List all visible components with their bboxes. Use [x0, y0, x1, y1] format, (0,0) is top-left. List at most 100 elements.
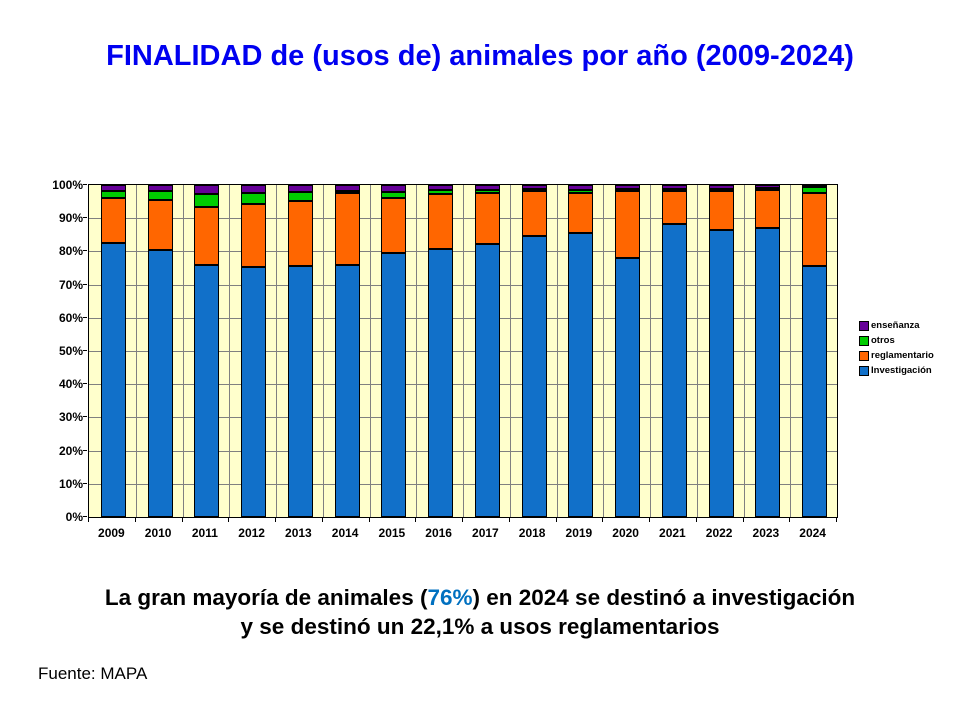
y-tick-label: 0%	[65, 510, 83, 524]
y-tick-label: 70%	[58, 277, 83, 292]
legend-swatch-icon	[859, 350, 869, 361]
stacked-bar-2010	[147, 185, 173, 517]
segment-reglamentario	[241, 203, 267, 268]
stacked-bar-2023	[755, 185, 781, 517]
x-category-label: 2022	[705, 526, 733, 540]
caption-line1-pre: La gran mayoría de animales (	[104, 585, 428, 610]
y-tick-mark	[83, 383, 87, 385]
x-category-label: 2010	[144, 526, 172, 540]
segment-Investigación	[474, 243, 500, 517]
segment-enseñanza	[615, 185, 641, 189]
segment-reglamentario	[287, 200, 313, 267]
x-tick-mark	[649, 518, 650, 522]
legend-label: reglamentario	[871, 350, 934, 361]
x-tick-mark	[742, 518, 744, 522]
x-category-label: 2017	[472, 526, 499, 540]
segment-otros	[568, 189, 594, 193]
legend: enseñanza otros reglamentario Investigación	[859, 320, 934, 380]
segment-otros	[147, 191, 173, 200]
x-category-label: 2023	[752, 526, 780, 540]
stacked-bar-2019	[568, 185, 594, 517]
stacked-bar-2022	[708, 185, 734, 517]
x-category-label: 2016	[425, 526, 452, 540]
y-tick-mark	[83, 316, 87, 318]
y-tick-mark	[83, 217, 87, 219]
x-tick-mark	[88, 518, 89, 522]
v-gridline	[556, 185, 558, 517]
segment-enseñanza	[147, 185, 173, 191]
stacked-bar-2012	[241, 185, 267, 517]
segment-otros	[287, 192, 313, 201]
legend-swatch-icon	[859, 365, 869, 376]
x-category-label: 2009	[98, 526, 125, 540]
x-tick-mark	[181, 518, 183, 522]
legend-item-Investigación: Investigación	[859, 365, 934, 376]
x-tick-mark	[836, 518, 837, 522]
v-gridline	[696, 185, 698, 517]
y-tick-label: 90%	[58, 211, 83, 226]
stacked-bar-2020	[615, 185, 641, 517]
y-tick-label: 20%	[58, 443, 83, 458]
x-tick-mark	[462, 518, 463, 522]
segment-enseñanza	[334, 184, 360, 191]
x-tick-mark	[275, 518, 276, 522]
v-gridline	[463, 185, 464, 517]
y-tick-mark	[83, 283, 87, 285]
y-tick-label: 50%	[58, 344, 83, 358]
segment-enseñanza	[755, 185, 781, 188]
segment-Investigación	[661, 223, 687, 517]
segment-otros	[661, 189, 687, 192]
y-tick-mark	[83, 416, 87, 418]
x-tick-mark	[789, 518, 791, 522]
stacked-bar-2009	[100, 185, 126, 517]
y-tick-label: 80%	[58, 244, 83, 259]
segment-Investigación	[802, 265, 828, 517]
caption-line-2: y se destinó un 22,1% a usos reglamentar…	[240, 614, 720, 639]
v-gridline	[416, 185, 418, 517]
x-category-label: 2012	[238, 526, 265, 540]
segment-Investigación	[241, 267, 267, 517]
x-tick-mark	[134, 518, 136, 522]
v-gridline	[135, 185, 137, 517]
segment-otros	[334, 190, 360, 193]
v-gridline	[509, 185, 511, 517]
caption: La gran mayoría de animales (76%) en 202…	[0, 583, 960, 641]
segment-enseñanza	[708, 185, 734, 190]
x-tick-mark	[695, 518, 697, 522]
segment-Investigación	[287, 266, 313, 517]
segment-Investigación	[334, 264, 360, 517]
v-gridline	[743, 185, 745, 517]
y-tick-mark	[83, 250, 87, 252]
segment-Investigación	[194, 265, 220, 517]
stacked-bar-2024	[802, 185, 828, 517]
plot-area	[88, 184, 838, 518]
segment-Investigación	[568, 232, 594, 517]
x-tick-mark	[228, 518, 230, 522]
x-category-label: 2021	[659, 526, 686, 540]
legend-item-enseñanza: enseñanza	[859, 320, 934, 331]
stacked-bar-2015	[381, 185, 407, 517]
legend-label: enseñanza	[871, 320, 920, 331]
segment-reglamentario	[568, 192, 594, 233]
segment-Investigación	[381, 253, 407, 517]
y-tick-mark	[83, 449, 87, 451]
x-category-label: 2013	[285, 526, 312, 540]
segment-enseñanza	[241, 185, 267, 193]
segment-reglamentario	[194, 206, 220, 266]
v-gridline	[276, 185, 277, 517]
v-gridline	[322, 185, 324, 517]
legend-item-otros: otros	[859, 335, 934, 346]
stacked-bar-2018	[521, 185, 547, 517]
v-gridline	[790, 185, 792, 517]
segment-otros	[802, 187, 828, 193]
segment-enseñanza	[568, 185, 594, 190]
stacked-bar-2011	[194, 185, 220, 517]
caption-line1-post: ) en 2024 se destinó a investigación	[472, 585, 856, 610]
stacked-bar-2016	[428, 185, 454, 517]
stacked-bar-2014	[334, 184, 360, 517]
v-gridline	[369, 185, 371, 517]
segment-Investigación	[708, 230, 734, 517]
caption-highlight: 76%	[427, 585, 473, 610]
segment-reglamentario	[147, 199, 173, 251]
x-category-label: 2019	[565, 526, 593, 540]
